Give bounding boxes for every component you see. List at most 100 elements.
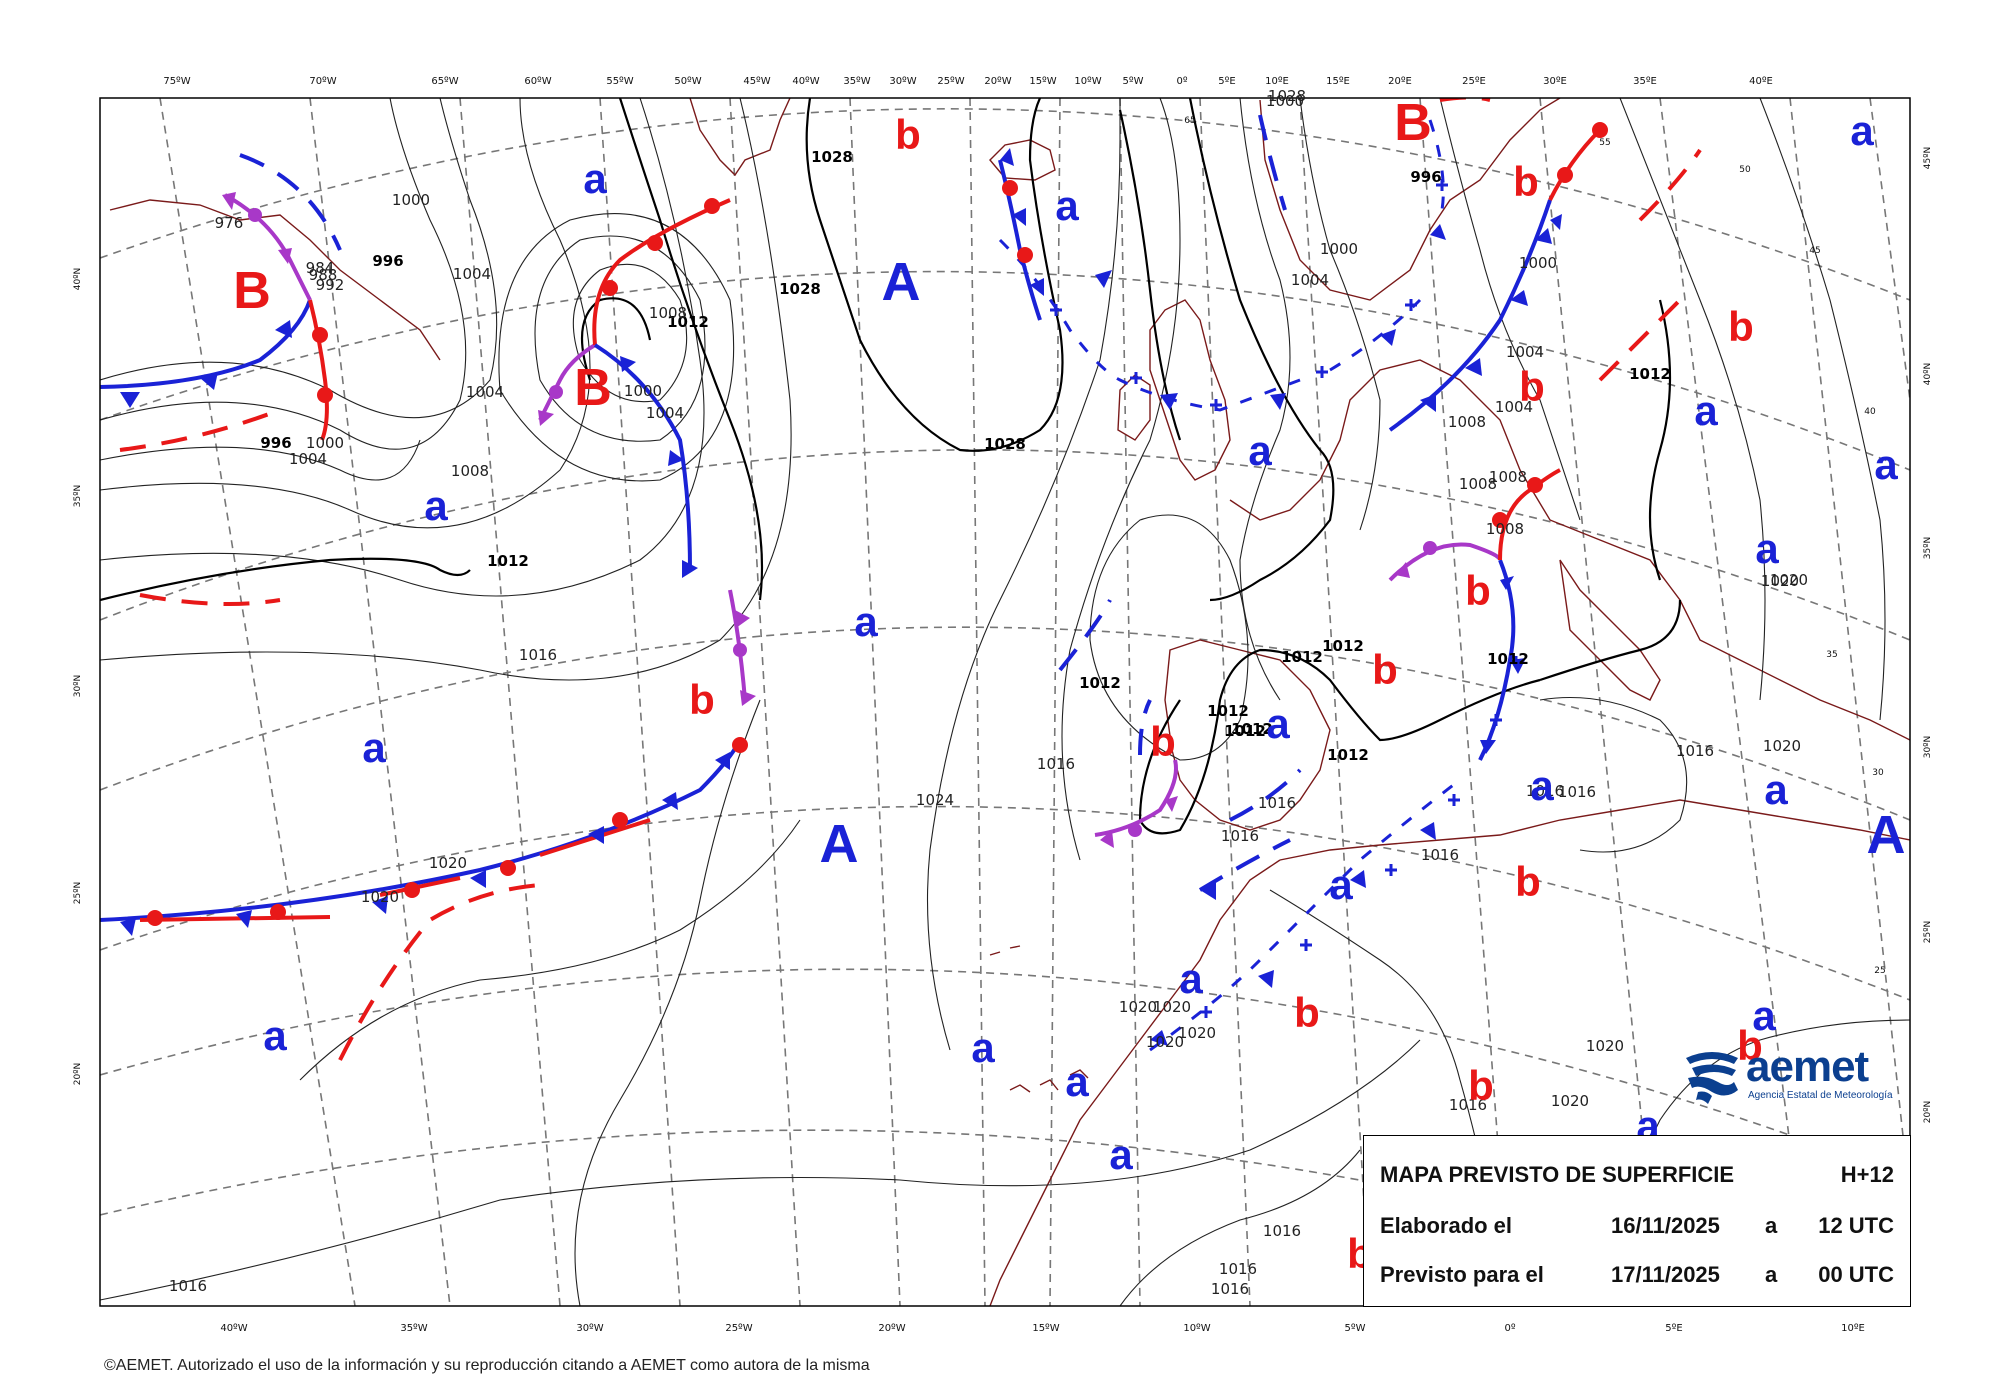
high-pressure-center: A [1867, 805, 1906, 865]
relative-high-center: a [1055, 182, 1079, 229]
relative-low-center: b [1513, 158, 1539, 205]
occluded-front-nw [224, 193, 312, 301]
isobar-label: 1012 [1322, 637, 1364, 655]
longitude-label-bottom: 10ºW [1183, 1323, 1210, 1334]
low-pressure-center: B [233, 262, 271, 320]
longitude-label-top: 5ºE [1218, 76, 1235, 87]
relative-low-center: b [1515, 858, 1541, 905]
frontal-line-atlantic [100, 739, 742, 922]
relative-low-center: b [1150, 718, 1176, 765]
squall-lines [998, 119, 1461, 1052]
relative-high-center: a [1752, 992, 1776, 1039]
bottom-longitude-labels: 40ºW 35ºW 30ºW 25ºW 20ºW 15ºW 10ºW 5ºW 0º 5ºE 10ºE [220, 1323, 1865, 1334]
isobar-label: 1000 [1519, 254, 1557, 272]
isobar-label: 1004 [1495, 398, 1533, 416]
occluded-front-mid [728, 589, 747, 701]
relative-high-center: a [1764, 766, 1788, 813]
aemet-logo-word: aemet [1746, 1042, 1869, 1091]
longitude-label-top: 25ºE [1462, 76, 1486, 87]
info-title-row: MAPA PREVISTO DE SUPERFICIE H+12 [1380, 1162, 1894, 1192]
isobar-label: 1012 [1079, 674, 1121, 692]
longitude-label-top: 0º [1176, 76, 1187, 87]
isobars-thin [100, 98, 1910, 1306]
latitude-label-left: 25ºN [73, 882, 83, 904]
relative-high-center: a [1694, 387, 1718, 434]
latitude-label-right: 40ºN [1923, 363, 1933, 385]
relative-high-center: a [1874, 441, 1898, 488]
forecast-horizon: H+12 [1840, 1162, 1894, 1187]
isobar-label: 1016 [1558, 783, 1596, 801]
relative-low-center: b [1468, 1062, 1494, 1109]
longitude-label-bottom: 0º [1504, 1323, 1515, 1334]
isobar-label: 976 [215, 214, 244, 232]
isobar-label: 1004 [453, 265, 491, 283]
left-latitude-labels: 40ºN 35ºN 30ºN 25ºN 20ºN [73, 268, 83, 1085]
isobar-label: 1028 [984, 435, 1026, 453]
inner-latitude-labels: 55 50 45 40 35 30 25 65 [1184, 116, 1885, 976]
aemet-logo: aemet Agencia Estatal de Meteorología [1682, 1042, 1912, 1110]
longitude-label-bottom: 5ºE [1665, 1323, 1682, 1334]
isobar-label: 1004 [1291, 271, 1329, 289]
isobar-label: 1012 [1327, 746, 1369, 764]
warm-front-nw [308, 299, 329, 441]
isobar-label: 1004 [1506, 343, 1544, 361]
isobar-label: 1000 [624, 382, 662, 400]
isobar-label: 1000 [1266, 92, 1304, 110]
scandinavia-coast [1259, 98, 1561, 301]
isobar-label: 1024 [916, 791, 954, 809]
graticule [100, 98, 1910, 1306]
relative-high-center: a [424, 482, 448, 529]
isobar-label: 1016 [1258, 794, 1296, 812]
longitude-label-top: 35ºE [1633, 76, 1657, 87]
relative-high-center: a [1179, 955, 1203, 1002]
cold-front-nw [100, 299, 312, 389]
isobar-label: 1008 [1459, 475, 1497, 493]
isobar-label: 1028 [779, 280, 821, 298]
longitude-label-top: 75ºW [163, 76, 190, 87]
longitude-label-bottom: 25ºW [725, 1323, 752, 1334]
map-title: MAPA PREVISTO DE SUPERFICIE [1380, 1162, 1735, 1187]
longitude-label-top: 25ºW [937, 76, 964, 87]
isobar-label: 1020 [1551, 1092, 1589, 1110]
longitude-label-bottom: 10ºE [1841, 1323, 1865, 1334]
longitude-label-top: 30ºE [1543, 76, 1567, 87]
longitude-label-bottom: 15ºW [1032, 1323, 1059, 1334]
latitude-label-left: 35ºN [73, 485, 83, 507]
isobar-label: 1016 [1449, 1096, 1487, 1114]
isobar-label: 1020 [1763, 737, 1801, 755]
longitude-label-top: 15ºE [1326, 76, 1350, 87]
longitude-label-top: 10ºE [1265, 76, 1289, 87]
relative-low-center: b [1519, 363, 1545, 410]
occluded-front-med [1388, 542, 1502, 582]
relative-high-center: a [583, 155, 607, 202]
relative-low-center: b [689, 676, 715, 723]
isobar-label: 1016 [1211, 1280, 1249, 1298]
longitude-label-top: 15ºW [1029, 76, 1056, 87]
isobar-label: 1020 [1153, 998, 1191, 1016]
inner-latitude-label: 65 [1184, 116, 1195, 126]
italy-coast [1559, 559, 1661, 701]
isobar-label: 1028 [1268, 87, 1306, 105]
isobar-label: 1016 [519, 646, 557, 664]
occluded-front-symbols [222, 192, 1437, 848]
isobar-label: 1020 [1761, 572, 1799, 590]
longitude-label-top: 70ºW [309, 76, 336, 87]
relative-high-center: a [1329, 861, 1353, 908]
isobar-label: 1008 [1448, 413, 1486, 431]
isobar-label: 1020 [429, 854, 467, 872]
longitude-label-top: 45ºW [743, 76, 770, 87]
longitude-label-top: 10ºW [1074, 76, 1101, 87]
isobar-label: 1004 [646, 404, 684, 422]
isobar-label: 1008 [1489, 468, 1527, 486]
coastlines [109, 98, 1910, 1306]
inner-latitude-label: 50 [1739, 165, 1751, 175]
forecast-info-box: MAPA PREVISTO DE SUPERFICIE H+12 Elabora… [1363, 1135, 1911, 1307]
isobar-label: 1016 [1221, 827, 1259, 845]
occluded-front-portugal [1094, 759, 1178, 837]
relative-low-center: b [1465, 567, 1491, 614]
isobar-label: 1016 [1037, 755, 1075, 773]
longitude-label-top: 20ºE [1388, 76, 1412, 87]
isobar-label: 1012 [487, 552, 529, 570]
isobar-label: 1028 [811, 148, 853, 166]
isobar-label: 1020 [1146, 1033, 1184, 1051]
